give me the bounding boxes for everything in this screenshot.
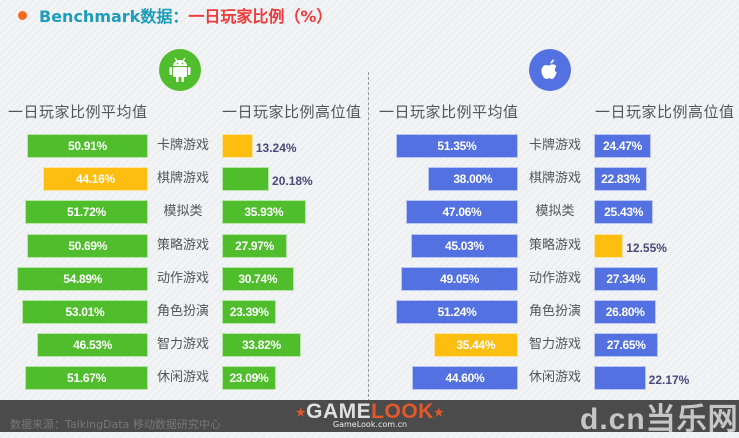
page-title: Benchmark数据： 一日玩家比例（%） xyxy=(18,3,332,27)
android-high-bar xyxy=(222,167,270,192)
ios-category-label: 卡牌游戏 xyxy=(528,138,581,153)
android-avg-header: 一日玩家比例平均值 xyxy=(8,103,148,121)
apple-icon xyxy=(529,49,571,91)
android-avg-bar: 51.72% xyxy=(24,200,148,225)
android-high-bar: 27.97% xyxy=(222,233,288,258)
ios-high-bar: 22.83% xyxy=(594,167,648,192)
android-avg-bar: 50.69% xyxy=(27,233,148,258)
ios-high-bar: 25.43% xyxy=(594,200,654,225)
ios-category-label: 角色扮演 xyxy=(528,304,581,319)
ios-high-bar: 24.47% xyxy=(594,134,651,158)
android-category-label: 动作游戏 xyxy=(156,270,209,286)
android-high-value-label: 20.18% xyxy=(272,174,313,189)
ios-high-bar: 27.65% xyxy=(594,333,659,358)
data-source: 数据来源：TalkingData 移动数据研究中心 xyxy=(10,418,221,431)
bullet-icon xyxy=(18,10,27,20)
android-category-label: 策略游戏 xyxy=(156,237,209,253)
ios-category-label: 棋牌游戏 xyxy=(528,171,581,187)
android-high-bar: 30.74% xyxy=(222,266,294,291)
ios-category-label: 智力游戏 xyxy=(528,337,581,353)
ios-high-bar xyxy=(594,233,624,258)
ios-category-label: 动作游戏 xyxy=(528,270,581,286)
android-category-label: 棋牌游戏 xyxy=(156,171,209,187)
ios-avg-bar: 51.35% xyxy=(395,134,518,158)
android-icon xyxy=(159,49,201,91)
android-avg-bar: 46.53% xyxy=(37,333,148,358)
ios-high-bar: 27.34% xyxy=(594,266,658,291)
ios-avg-bar: 45.03% xyxy=(410,233,518,258)
ios-avg-bar: 51.24% xyxy=(396,300,518,324)
title-main: 一日玩家比例（%） xyxy=(188,7,333,26)
ios-high-header: 一日玩家比例高位值 xyxy=(595,103,735,121)
logo-game: GAME xyxy=(306,400,372,423)
android-category-label: 休闲游戏 xyxy=(156,370,209,386)
ios-high-bar: 26.80% xyxy=(594,300,657,324)
watermark: d.cn当乐网 xyxy=(580,403,739,436)
ios-avg-bar: 35.44% xyxy=(433,333,518,358)
gamelook-logo: ★GAMELOOK★ GameLook.com.cn xyxy=(285,400,455,429)
title-prefix: Benchmark数据： xyxy=(39,7,189,26)
android-high-bar xyxy=(222,134,253,158)
ios-high-bar xyxy=(594,366,646,391)
android-category-label: 模拟类 xyxy=(163,204,203,220)
ios-high-value-label: 22.17% xyxy=(648,373,690,388)
android-high-bar: 33.82% xyxy=(222,333,301,358)
android-category-label: 角色扮演 xyxy=(156,304,209,319)
ios-category-label: 模拟类 xyxy=(535,204,575,220)
ios-avg-bar: 47.06% xyxy=(405,200,518,225)
section-divider xyxy=(368,72,369,402)
ios-avg-header: 一日玩家比例平均值 xyxy=(379,103,519,121)
ios-avg-bar: 44.60% xyxy=(411,366,518,391)
footer-bar xyxy=(0,400,739,432)
ios-category-label: 策略游戏 xyxy=(528,237,581,253)
android-avg-bar: 51.67% xyxy=(25,366,148,391)
android-high-bar: 23.09% xyxy=(222,366,276,391)
android-avg-bar: 44.16% xyxy=(42,167,148,192)
ios-avg-bar: 38.00% xyxy=(427,167,518,192)
android-high-value-label: 13.24% xyxy=(255,141,297,155)
android-high-bar: 23.39% xyxy=(222,300,277,324)
ios-high-value-label: 12.55% xyxy=(626,240,667,255)
android-avg-bar: 54.89% xyxy=(17,266,148,291)
android-high-bar: 35.93% xyxy=(222,200,306,225)
logo-url: GameLook.com.cn xyxy=(332,420,408,429)
android-avg-bar: 53.01% xyxy=(21,300,148,324)
android-category-label: 智力游戏 xyxy=(156,337,209,353)
android-avg-bar: 50.91% xyxy=(26,134,148,158)
ios-avg-bar: 49.05% xyxy=(401,266,518,291)
ios-category-label: 休闲游戏 xyxy=(528,370,581,386)
android-high-header: 一日玩家比例高位值 xyxy=(222,103,362,121)
logo-look: LOOK xyxy=(371,400,434,423)
android-category-label: 卡牌游戏 xyxy=(156,138,209,153)
